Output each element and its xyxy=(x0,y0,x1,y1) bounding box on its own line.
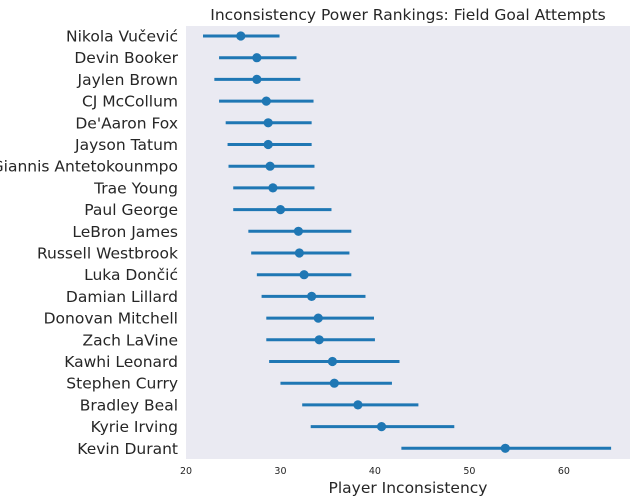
y-tick-label: Bradley Beal xyxy=(80,396,178,414)
y-tick-label: Russell Westbrook xyxy=(37,245,178,263)
point-estimate xyxy=(261,96,271,106)
point-estimate xyxy=(252,53,262,63)
point-estimate xyxy=(268,183,278,193)
x-tick-label: 30 xyxy=(274,466,286,477)
y-tick-label: Zach LaVine xyxy=(83,331,178,349)
y-tick-label: Damian Lillard xyxy=(66,288,178,306)
y-tick-label: Jaylen Brown xyxy=(77,71,179,89)
x-axis-label: Player Inconsistency xyxy=(329,479,488,497)
y-tick-label: Luka Dončić xyxy=(84,266,178,284)
y-tick-label: Paul George xyxy=(84,201,178,219)
x-tick-labels: 20 30 40 50 60 xyxy=(180,466,570,477)
y-tick-label: Stephen Curry xyxy=(66,375,178,393)
y-tick-label: Kevin Durant xyxy=(77,440,178,458)
y-tick-label: Nikola Vučević xyxy=(66,28,178,46)
y-tick-label: Trae Young xyxy=(93,179,178,197)
point-estimate xyxy=(294,248,304,258)
y-tick-label: Donovan Mitchell xyxy=(44,310,178,328)
point-estimate xyxy=(293,226,304,236)
point-estimate xyxy=(275,205,286,215)
plot-area xyxy=(186,26,630,459)
x-tick-label: 50 xyxy=(463,466,475,477)
y-tick-label: Jayson Tatum xyxy=(74,136,178,154)
point-estimate xyxy=(265,161,275,171)
point-estimate xyxy=(353,400,363,410)
chart-title: Inconsistency Power Rankings: Field Goal… xyxy=(210,6,606,24)
point-range-marks xyxy=(203,31,612,453)
y-tick-labels: Nikola Vučević Devin Booker Jaylen Brown CJ… xyxy=(0,28,179,458)
point-estimate xyxy=(313,313,323,323)
point-estimate xyxy=(376,422,387,432)
y-tick-label: LeBron James xyxy=(72,223,178,241)
point-estimate xyxy=(299,270,309,280)
point-estimate xyxy=(314,335,324,345)
y-tick-label: De'Aaron Fox xyxy=(75,114,178,132)
x-tick-label: 40 xyxy=(369,466,381,477)
point-estimate xyxy=(236,31,246,41)
y-tick-label: CJ McCollum xyxy=(82,93,178,111)
point-estimate xyxy=(327,356,338,367)
x-tick-label: 60 xyxy=(558,466,570,477)
point-estimate xyxy=(500,443,510,453)
point-estimate xyxy=(329,378,339,388)
y-tick-label: Kawhi Leonard xyxy=(64,353,178,371)
point-estimate xyxy=(263,139,273,150)
y-tick-label: Kyrie Irving xyxy=(91,418,178,436)
y-tick-label: Devin Booker xyxy=(74,49,178,67)
point-estimate xyxy=(263,118,273,128)
x-tick-label: 20 xyxy=(180,466,192,477)
point-estimate xyxy=(252,74,262,84)
point-estimate xyxy=(307,291,317,301)
y-tick-label: Giannis Antetokounmpo xyxy=(0,158,178,176)
